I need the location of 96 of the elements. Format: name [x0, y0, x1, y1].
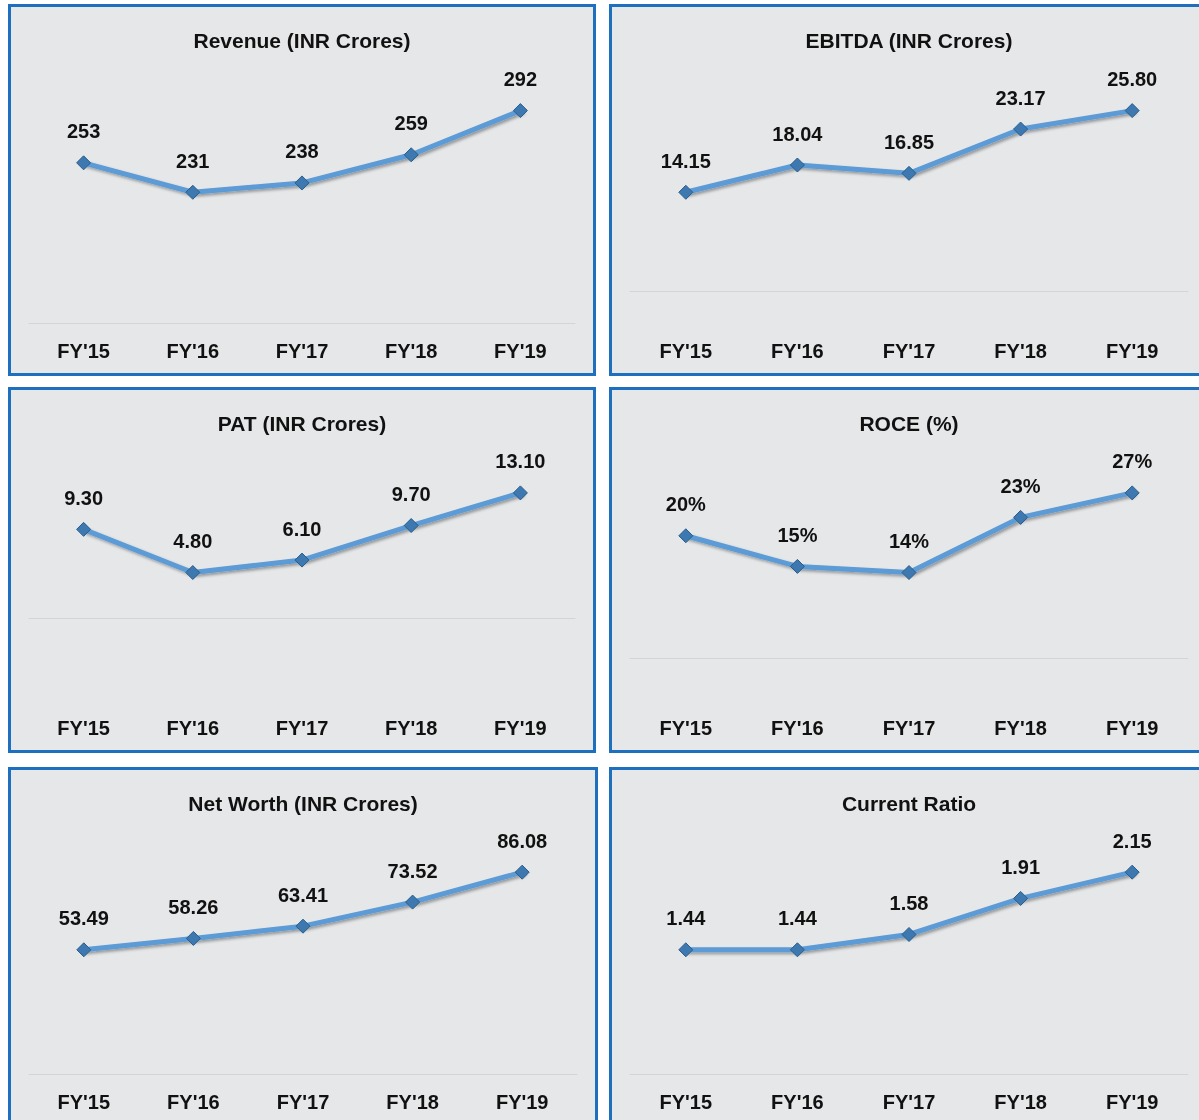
point [76, 942, 92, 958]
x-tick-label: FY'19 [1105, 717, 1159, 739]
x-tick-label: FY'17 [275, 717, 329, 739]
point [901, 165, 917, 181]
point [789, 157, 805, 173]
data-label: 20% [665, 493, 707, 516]
x-tick-label: FY'16 [166, 340, 220, 362]
x-tick-label: FY'18 [384, 717, 438, 739]
x-tick-label: FY'16 [771, 340, 824, 362]
x-tick-label: FY'19 [1105, 340, 1159, 362]
chart-title: Revenue (INR Crores) [193, 29, 411, 52]
point [185, 565, 201, 581]
x-tick-label: FY'15 [659, 717, 713, 739]
x-tick-label: FY'18 [994, 1091, 1047, 1113]
data-label: 25.80 [1107, 68, 1158, 91]
point [789, 558, 805, 574]
point [1124, 103, 1140, 119]
point [403, 518, 419, 534]
x-tick-label: FY'17 [882, 340, 936, 362]
x-tick-label: FY'16 [166, 717, 220, 739]
data-label: 86.08 [497, 829, 548, 852]
point [901, 565, 917, 581]
data-label: 9.70 [391, 483, 431, 506]
chart-title: PAT (INR Crores) [217, 412, 387, 435]
point [1013, 121, 1029, 137]
point [678, 184, 694, 200]
x-tick-label: FY'18 [386, 1091, 439, 1113]
x-tick-label: FY'19 [494, 340, 547, 362]
data-label: 292 [503, 68, 538, 91]
point [789, 942, 805, 958]
data-label: 4.80 [173, 530, 213, 553]
point [294, 552, 310, 568]
x-tick-label: FY'19 [495, 1091, 549, 1113]
point [294, 175, 310, 191]
data-label: 23% [1000, 474, 1041, 497]
point [1124, 864, 1140, 880]
point [678, 528, 694, 544]
data-label: 18.04 [772, 122, 824, 145]
x-tick-label: FY'19 [1105, 1091, 1159, 1113]
x-tick-label: FY'15 [659, 340, 713, 362]
point [1013, 890, 1029, 906]
data-label: 16.85 [883, 130, 935, 153]
x-tick-label: FY'18 [994, 717, 1047, 739]
x-tick-label: FY'16 [771, 1091, 824, 1113]
data-label: 14.15 [660, 149, 711, 172]
point [295, 918, 311, 934]
data-label: 27% [1112, 450, 1153, 473]
point [512, 103, 528, 119]
point [76, 521, 92, 537]
data-label: 259 [394, 112, 428, 135]
data-label: 23.17 [995, 86, 1046, 109]
data-label: 1.44 [777, 907, 818, 930]
point [403, 147, 419, 163]
data-label: 1.44 [666, 907, 707, 930]
x-tick-label: FY'17 [882, 717, 936, 739]
x-tick-label: FY'17 [882, 1091, 936, 1113]
point [514, 864, 530, 880]
data-label: 14% [888, 530, 930, 553]
x-tick-label: FY'16 [771, 717, 824, 739]
x-tick-label: FY'15 [57, 1091, 111, 1113]
data-label: 13.10 [495, 450, 546, 473]
point [1013, 509, 1029, 525]
data-label: 63.41 [277, 883, 329, 906]
point [185, 184, 201, 200]
x-tick-label: FY'17 [275, 340, 329, 362]
point [76, 155, 92, 171]
x-tick-label: FY'15 [659, 1091, 713, 1113]
data-label: 6.10 [282, 517, 322, 540]
data-label: 9.30 [64, 486, 104, 509]
x-tick-label: FY'15 [57, 340, 110, 362]
x-tick-label: FY'17 [276, 1091, 330, 1113]
x-tick-label: FY'18 [994, 340, 1047, 362]
point [901, 926, 917, 942]
data-label: 15% [777, 523, 818, 546]
x-tick-label: FY'18 [384, 340, 438, 362]
chart-title: EBITDA (INR Crores) [805, 29, 1013, 52]
point [1124, 485, 1140, 501]
chart-title: Current Ratio [841, 792, 977, 815]
point [185, 930, 201, 946]
x-tick-label: FY'16 [167, 1091, 220, 1113]
x-tick-label: FY'15 [57, 717, 110, 739]
data-label: 231 [176, 149, 210, 172]
data-label: 1.91 [1001, 855, 1041, 878]
chart-title: Net Worth (INR Crores) [188, 792, 418, 815]
data-label: 2.15 [1112, 829, 1152, 852]
data-label: 253 [66, 120, 101, 143]
data-label: 1.58 [889, 891, 929, 914]
chart-title: ROCE (%) [859, 412, 959, 435]
point [678, 942, 694, 958]
x-tick-label: FY'19 [494, 717, 547, 739]
data-label: 53.49 [58, 907, 109, 930]
data-label: 73.52 [387, 859, 438, 882]
data-label: 58.26 [168, 895, 219, 918]
data-label: 238 [285, 140, 319, 163]
point [512, 485, 528, 501]
point [405, 894, 421, 910]
